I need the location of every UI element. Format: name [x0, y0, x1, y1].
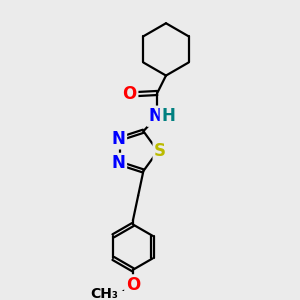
- Text: N: N: [112, 130, 125, 148]
- Text: CH₃: CH₃: [91, 286, 118, 300]
- Text: S: S: [154, 142, 166, 160]
- Text: H: H: [161, 107, 175, 125]
- Text: N: N: [112, 154, 125, 172]
- Text: O: O: [126, 276, 140, 294]
- Text: N: N: [148, 107, 162, 125]
- Text: O: O: [122, 85, 137, 103]
